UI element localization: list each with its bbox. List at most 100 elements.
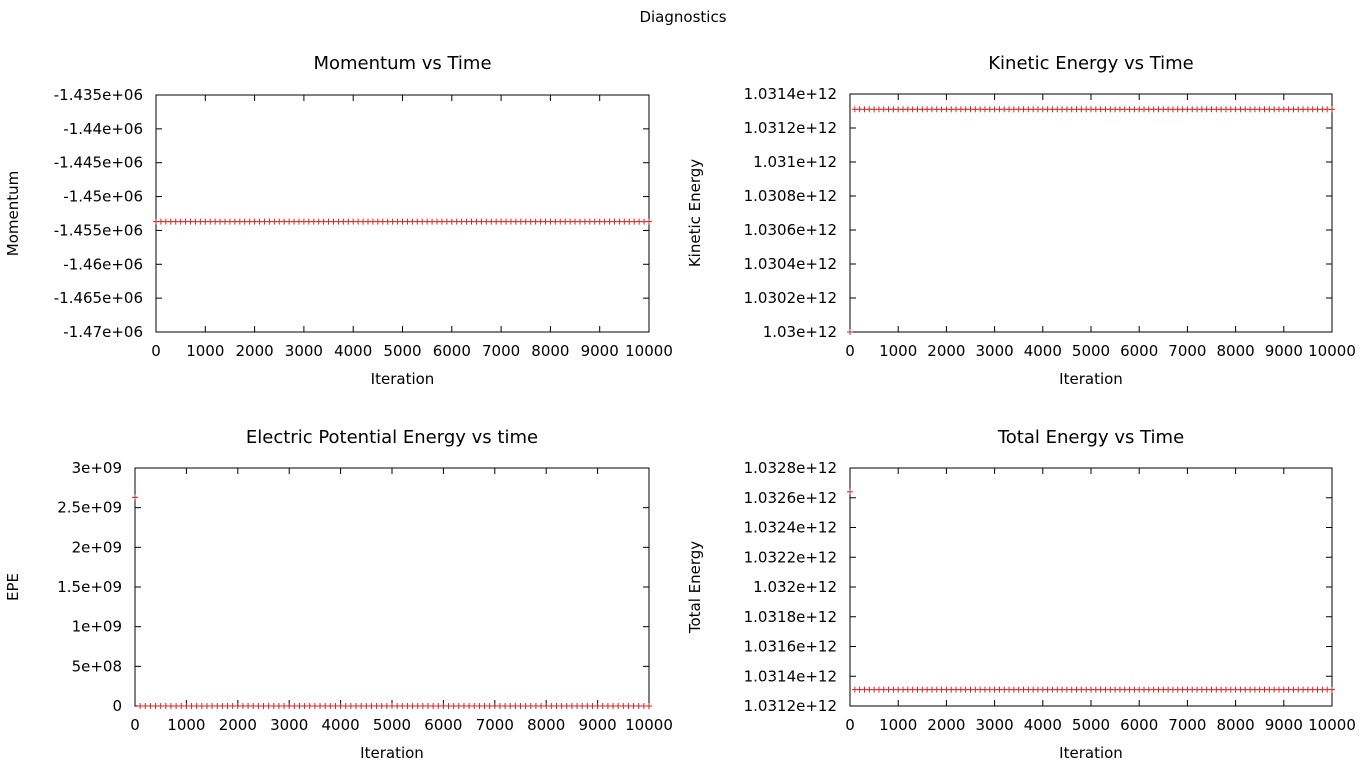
x-axis-label: Iteration	[371, 370, 435, 388]
y-tick-label: 1.0314e+12	[744, 667, 837, 685]
x-tick-label: 0	[845, 342, 855, 360]
y-tick-label: 1.0318e+12	[744, 608, 837, 626]
data-point	[610, 703, 617, 709]
chart-title: Momentum vs Time	[313, 53, 491, 74]
y-tick-label: -1.465e+06	[54, 289, 143, 307]
data-point	[399, 703, 406, 709]
data-point	[383, 703, 390, 709]
y-tick-label: 1.0312e+12	[744, 697, 837, 715]
data-point	[327, 703, 334, 709]
chart-title: Electric Potential Energy vs time	[246, 427, 538, 448]
y-tick-label: -1.47e+06	[63, 323, 143, 341]
x-tick-label: 2000	[219, 716, 257, 734]
data-point	[342, 703, 349, 709]
data-point	[646, 703, 652, 709]
y-tick-label: 1.032e+12	[753, 578, 837, 596]
data-point	[286, 703, 293, 709]
x-tick-label: 6000	[1120, 342, 1158, 360]
data-point	[604, 703, 611, 709]
chart-panel-1: Momentum vs Time 0 1000 2000 3000 4000 5000 600…	[4, 53, 673, 388]
data-series	[153, 218, 652, 225]
x-tick-label: 7000	[1168, 716, 1206, 734]
y-tick-label: -1.455e+06	[54, 221, 143, 239]
y-tick-label: 1.03e+12	[763, 323, 837, 341]
y-axis-label: Total Energy	[686, 541, 704, 634]
x-tick-label: 9000	[1265, 342, 1303, 360]
x-tick-label: 1000	[186, 342, 224, 360]
data-point	[543, 703, 550, 709]
data-point	[301, 703, 308, 709]
x-tick-label: 6000	[1120, 716, 1158, 734]
data-point	[183, 703, 190, 709]
x-tick-label: 4000	[1024, 716, 1062, 734]
data-point	[389, 703, 395, 709]
y-tick-label: 1.0316e+12	[744, 638, 837, 656]
x-tick-label: 8000	[1217, 342, 1255, 360]
data-point	[157, 703, 164, 709]
data-point	[620, 703, 627, 709]
data-point	[193, 703, 200, 709]
x-tick-label: 6000	[424, 716, 462, 734]
x-tick-label: 2000	[927, 342, 965, 360]
data-point	[435, 703, 442, 709]
x-tick-label: 10000	[1308, 716, 1356, 734]
data-point	[635, 703, 642, 709]
x-tick-label: 9000	[1265, 716, 1303, 734]
data-point	[373, 703, 380, 709]
y-tick-label: -1.46e+06	[63, 255, 143, 273]
data-point	[574, 703, 581, 709]
data-point	[1329, 106, 1335, 113]
data-point	[378, 703, 385, 709]
y-tick-label: 1.031e+12	[753, 153, 837, 171]
data-point	[337, 703, 344, 709]
x-tick-label: 10000	[625, 342, 673, 360]
data-point	[548, 703, 555, 709]
x-tick-label: 10000	[625, 716, 673, 734]
y-tick-label: 1.0328e+12	[744, 459, 837, 477]
chart-title: Kinetic Energy vs Time	[988, 53, 1194, 74]
y-tick-label: -1.445e+06	[54, 154, 143, 172]
data-point	[250, 703, 257, 709]
x-tick-label: 2000	[236, 342, 274, 360]
data-point	[363, 703, 370, 709]
data-point	[203, 703, 210, 709]
data-point	[522, 703, 529, 709]
x-axis-label: Iteration	[360, 744, 424, 762]
chart-panel-2: Kinetic Energy vs Time 0 1000 2000 3000 4000 5…	[686, 53, 1356, 388]
y-tick-label: 5e+08	[72, 657, 122, 675]
x-tick-label: 3000	[270, 716, 308, 734]
x-tick-label: 9000	[579, 716, 617, 734]
data-point	[281, 703, 288, 709]
data-point	[229, 703, 236, 709]
data-point	[414, 703, 421, 709]
x-axis-label: Iteration	[1059, 370, 1123, 388]
plot-frame	[155, 94, 650, 333]
x-tick-label: 8000	[527, 716, 565, 734]
data-point	[486, 703, 493, 709]
data-point	[404, 703, 411, 709]
data-point	[481, 703, 488, 709]
data-point	[538, 703, 545, 709]
data-point	[188, 703, 195, 709]
data-point	[347, 703, 354, 709]
data-point	[599, 703, 606, 709]
x-tick-label: 8000	[531, 342, 569, 360]
data-point	[466, 703, 473, 709]
y-tick-label: 1.0314e+12	[744, 85, 837, 103]
data-point	[491, 703, 498, 709]
x-tick-label: 5000	[383, 342, 421, 360]
y-tick-label: -1.435e+06	[54, 86, 143, 104]
data-point	[563, 703, 570, 709]
x-tick-label: 7000	[476, 716, 514, 734]
y-tick-label: 2.5e+09	[57, 499, 122, 517]
y-tick-label: 1.0326e+12	[744, 489, 837, 507]
data-point	[553, 703, 560, 709]
data-point	[445, 703, 452, 709]
data-point	[532, 703, 539, 709]
data-point	[234, 703, 241, 709]
data-point	[507, 703, 514, 709]
data-point	[512, 703, 519, 709]
data-point	[424, 703, 431, 709]
data-point	[630, 703, 637, 709]
data-point	[455, 703, 462, 709]
